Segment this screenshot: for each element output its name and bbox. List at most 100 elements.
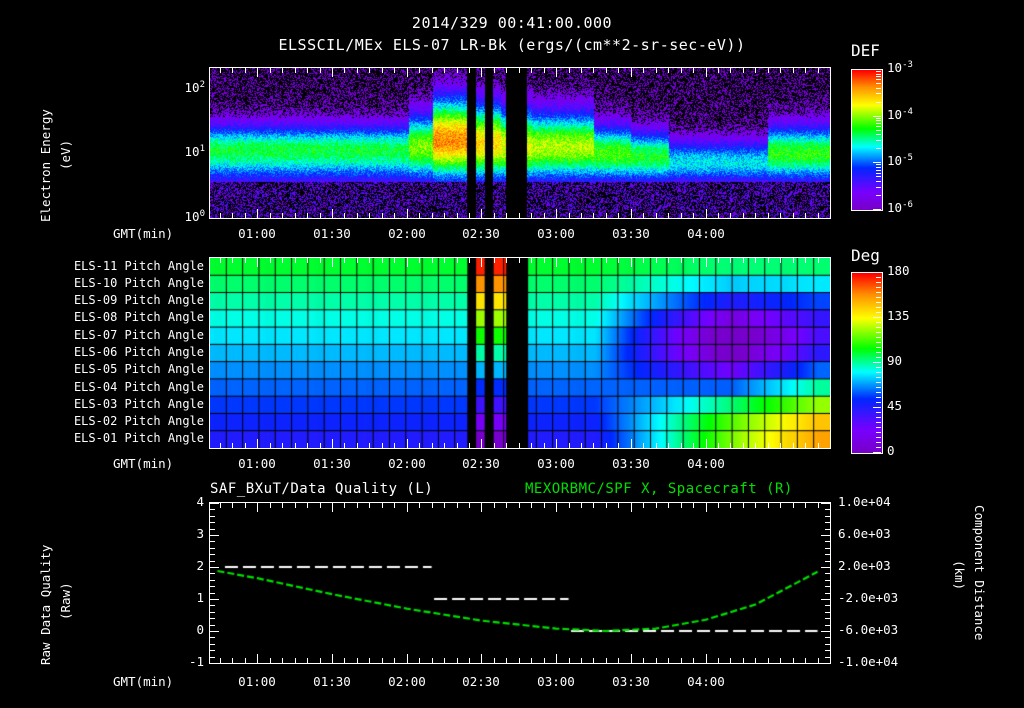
- xtick-minor: [357, 658, 358, 663]
- xtick-major: [257, 68, 258, 77]
- xtick-minor: [793, 213, 794, 218]
- xtick-minor: [432, 213, 433, 218]
- xtick-minor: [270, 213, 271, 218]
- deg-colorbar-title: Deg: [851, 246, 880, 265]
- panel1-frame: [209, 67, 831, 219]
- panel3-ytick-right-label: -2.0e+03: [838, 590, 899, 605]
- xtick-label: 02:00: [388, 674, 426, 689]
- xtick-minor: [469, 658, 470, 663]
- xtick-label: 02:00: [388, 226, 426, 241]
- xtick-major: [332, 258, 333, 267]
- panel3-ytick-right-label: -1.0e+04: [838, 654, 899, 669]
- xtick-minor: [743, 213, 744, 218]
- panel3-ytick-right-label: 2.0e+03: [838, 558, 891, 573]
- panel3-ytick-left-label: 0: [196, 622, 204, 637]
- xtick-minor: [755, 213, 756, 218]
- xtick-minor: [743, 68, 744, 73]
- xtick-minor: [793, 258, 794, 263]
- deg-colorbar-tick: [876, 352, 881, 353]
- xtick-major: [481, 68, 482, 77]
- xtick-minor: [432, 658, 433, 663]
- xtick-minor: [768, 503, 769, 508]
- xtick-minor: [344, 658, 345, 663]
- xtick-minor: [519, 658, 520, 663]
- panel3-title-left: SAF_BXuT/Data Quality (L): [210, 481, 434, 497]
- xtick-major: [332, 439, 333, 448]
- panel3-ytick-left-label: 4: [196, 494, 204, 509]
- xtick-minor: [544, 658, 545, 663]
- xtick-minor: [519, 443, 520, 448]
- panel3-ytick-right-label: 6.0e+03: [838, 526, 891, 541]
- deg-colorbar-tick-label: 90: [887, 353, 903, 368]
- deg-colorbar-tick: [876, 312, 881, 313]
- xtick-minor: [394, 258, 395, 263]
- xtick-minor: [718, 258, 719, 263]
- deg-colorbar-tick: [876, 442, 881, 443]
- xtick-label: 01:30: [313, 456, 351, 471]
- xtick-minor: [693, 443, 694, 448]
- def-colorbar-tick: [876, 88, 881, 89]
- xtick-minor: [469, 213, 470, 218]
- xtick-minor: [768, 213, 769, 218]
- xtick-minor: [681, 258, 682, 263]
- panel1-ylabel-line2: (eV): [58, 139, 73, 170]
- xtick-minor: [681, 213, 682, 218]
- def-colorbar-tick-label: 10-6: [887, 200, 913, 216]
- deg-colorbar-tick: [876, 392, 881, 393]
- panel1-subtitle: ELSSCIL/MEx ELS-07 LR-Bk (ergs/(cm**2-sr…: [0, 36, 1024, 54]
- xtick-minor: [232, 443, 233, 448]
- xtick-major: [556, 439, 557, 448]
- xtick-minor: [307, 658, 308, 663]
- deg-colorbar-tick: [876, 377, 881, 378]
- deg-colorbar-tick: [876, 292, 881, 293]
- panel2-row-label: ELS-07 Pitch Angle: [73, 328, 204, 342]
- xtick-label: 03:00: [537, 226, 575, 241]
- def-colorbar-tick: [876, 181, 881, 182]
- panel2-row-label: ELS-05 Pitch Angle: [73, 362, 204, 376]
- def-colorbar-tick: [876, 74, 881, 75]
- panel2-row-label: ELS-04 Pitch Angle: [73, 380, 204, 394]
- xtick-label: 04:00: [687, 226, 725, 241]
- xtick-major: [631, 439, 632, 448]
- xtick-minor: [506, 258, 507, 263]
- xtick-label: 03:30: [612, 226, 650, 241]
- def-colorbar-tick: [876, 148, 881, 149]
- def-colorbar-tick-label: 10-4: [887, 107, 913, 123]
- xtick-minor: [606, 258, 607, 263]
- xtick-minor: [494, 213, 495, 218]
- xtick-minor: [394, 443, 395, 448]
- xtick-minor: [307, 68, 308, 73]
- xtick-minor: [357, 213, 358, 218]
- xtick-minor: [681, 68, 682, 73]
- xtick-minor: [668, 443, 669, 448]
- xtick-minor: [307, 503, 308, 508]
- deg-colorbar-tick: [876, 322, 881, 323]
- xtick-major: [556, 503, 557, 512]
- deg-colorbar-tick: [876, 332, 881, 333]
- xtick-minor: [730, 658, 731, 663]
- xtick-minor: [220, 258, 221, 263]
- xtick-minor: [618, 68, 619, 73]
- panel3-frame-left: [209, 502, 210, 664]
- xtick-minor: [394, 213, 395, 218]
- timestamp-label: 2014/329 00:41:00.000: [411, 14, 613, 32]
- xtick-minor: [730, 68, 731, 73]
- xtick-minor: [432, 503, 433, 508]
- xtick-major: [481, 439, 482, 448]
- xtick-minor: [681, 443, 682, 448]
- xtick-minor: [681, 503, 682, 508]
- xtick-minor: [830, 503, 831, 508]
- xtick-minor: [643, 258, 644, 263]
- xtick-major: [631, 654, 632, 663]
- xtick-minor: [643, 68, 644, 73]
- xtick-minor: [320, 258, 321, 263]
- panel3-ytick-left-label: 2: [196, 558, 204, 573]
- xtick-minor: [444, 213, 445, 218]
- deg-colorbar-tick: [876, 402, 881, 403]
- xtick-major: [481, 503, 482, 512]
- xtick-major: [332, 209, 333, 218]
- xtick-major: [407, 503, 408, 512]
- xtick-minor: [307, 258, 308, 263]
- xtick-minor: [643, 213, 644, 218]
- xtick-minor: [618, 658, 619, 663]
